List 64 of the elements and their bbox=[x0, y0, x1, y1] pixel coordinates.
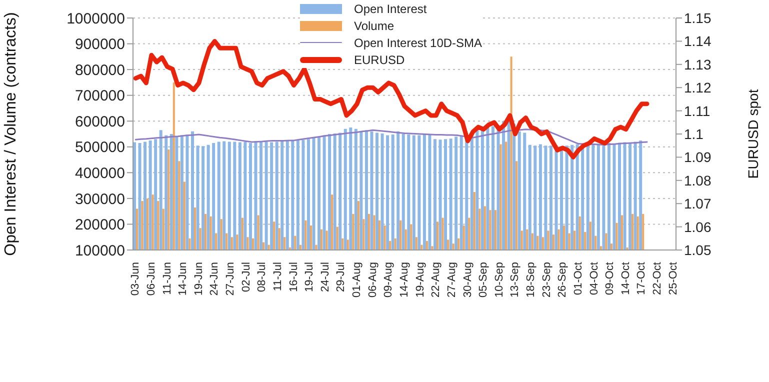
x-tick-label: 13-Sep bbox=[509, 262, 522, 298]
x-tick-label: 23-Sep bbox=[540, 262, 553, 298]
x-tick-label: 17-Oct bbox=[636, 262, 648, 296]
x-tick-label: 14-Jun bbox=[177, 262, 190, 296]
x-tick-label: 25-Oct bbox=[667, 262, 680, 296]
x-tick-label: 19-Aug bbox=[414, 262, 426, 298]
x-tick-label: 09-Oct bbox=[604, 262, 616, 296]
y-tick-label: 800000 bbox=[74, 62, 125, 79]
x-tick-label: 19-Jul bbox=[304, 262, 316, 292]
x-tick-label: 01-Aug bbox=[351, 262, 364, 298]
x-tick-label: 27-Jun bbox=[224, 262, 237, 296]
y-tick-label: 100000 bbox=[74, 242, 125, 260]
x-tick-label: 11-Jul bbox=[272, 262, 284, 292]
x-tick-label: 02-Jul bbox=[240, 262, 252, 292]
x-tick-label: 26-Sep bbox=[556, 262, 569, 298]
x-tick-label: 30-Aug bbox=[462, 262, 474, 298]
y2-tick-label: 1.15 bbox=[684, 10, 712, 26]
x-tick-label: 05-Sep bbox=[478, 262, 490, 298]
legend-label: Volume bbox=[354, 18, 394, 32]
y-tick-label: 300000 bbox=[74, 190, 125, 208]
line-series bbox=[134, 128, 648, 146]
legend-label: EURUSD bbox=[354, 52, 405, 66]
x-tick-label: 11-Jun bbox=[161, 262, 174, 295]
y2-tick-label: 1.11 bbox=[684, 102, 710, 119]
x-tick-label: 14-Aug bbox=[398, 262, 410, 298]
x-tick-label: 22-Oct bbox=[652, 262, 664, 296]
y2-tick-label: 1.1 bbox=[684, 126, 704, 142]
x-tick-label: 24-Jul bbox=[319, 262, 332, 292]
y-tick-label: 900000 bbox=[74, 36, 125, 54]
y2-tick-label: 1.13 bbox=[684, 56, 712, 72]
x-tick-label: 22-Aug bbox=[430, 262, 442, 298]
y2-tick-label: 1.09 bbox=[684, 149, 712, 166]
y-tick-label: 600000 bbox=[74, 113, 125, 130]
x-tick-label: 24-Jun bbox=[208, 262, 221, 296]
x-tick-label: 04-Oct bbox=[588, 262, 600, 296]
x-tick-label: 18-Sep bbox=[525, 262, 538, 298]
y-tick-label: 200000 bbox=[74, 216, 125, 234]
y-tick-label: 1000000 bbox=[66, 10, 125, 28]
x-tick-label: 19-Jun bbox=[192, 262, 205, 296]
y2-tick-label: 1.08 bbox=[684, 172, 712, 188]
x-tick-label: 10-Sep bbox=[493, 262, 506, 298]
y2-tick-label: 1.14 bbox=[684, 33, 712, 50]
x-tick-label: 06-Aug bbox=[366, 262, 379, 298]
y-tick-label: 700000 bbox=[74, 88, 125, 105]
y2-tick-label: 1.12 bbox=[684, 80, 712, 96]
x-tick-label: 29-Jul bbox=[335, 262, 348, 292]
legend-label: Open Interest bbox=[354, 2, 427, 16]
line-series bbox=[133, 38, 650, 160]
x-tick-label: 06-Jun bbox=[145, 262, 158, 296]
y-axis-title: Open Interest / Volume (contracts) bbox=[2, 12, 20, 256]
y2-tick-label: 1.07 bbox=[684, 196, 712, 212]
x-tick-label: 16-Jul bbox=[288, 262, 300, 292]
x-tick-label: 03-Jun bbox=[130, 262, 142, 296]
x-tick-label: 27-Aug bbox=[446, 262, 458, 298]
y2-tick-label: 1.05 bbox=[684, 242, 712, 258]
x-tick-label: 08-Jul bbox=[256, 262, 268, 292]
y-tick-label: 400000 bbox=[74, 164, 125, 182]
x-tick-label: 01-Oct bbox=[572, 262, 584, 296]
y2-tick-label: 1.06 bbox=[684, 218, 712, 235]
y2-axis-title: EURUSD spot bbox=[744, 89, 761, 179]
legend-label: Open Interest 10D-SMA bbox=[354, 36, 482, 50]
x-tick-label: 09-Aug bbox=[382, 262, 395, 298]
x-tick-label: 14-Oct bbox=[620, 262, 632, 296]
y-tick-label: 500000 bbox=[74, 139, 125, 156]
